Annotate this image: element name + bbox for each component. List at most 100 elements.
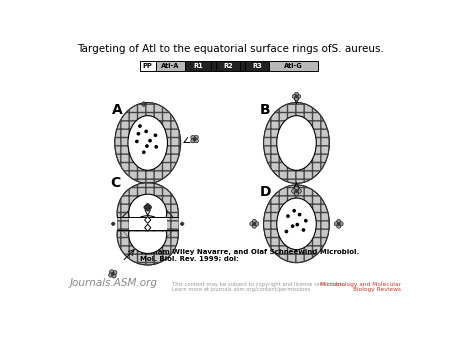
Circle shape <box>298 213 301 216</box>
Circle shape <box>194 135 198 140</box>
Ellipse shape <box>264 102 329 184</box>
Circle shape <box>305 220 307 222</box>
Circle shape <box>293 210 295 212</box>
Circle shape <box>136 140 138 143</box>
Circle shape <box>182 223 184 225</box>
Text: Microbiology and Molecular
Biology Reviews: Microbiology and Molecular Biology Revie… <box>320 282 401 292</box>
Bar <box>216 61 240 71</box>
Text: Atl-G: Atl-G <box>284 63 303 69</box>
Circle shape <box>292 225 294 227</box>
Bar <box>140 61 156 71</box>
Circle shape <box>112 273 114 275</box>
Circle shape <box>252 219 256 224</box>
Circle shape <box>252 224 256 228</box>
Circle shape <box>295 190 298 192</box>
Circle shape <box>146 208 149 211</box>
Text: Rings: Rings <box>284 144 309 153</box>
Bar <box>240 61 245 71</box>
Circle shape <box>295 95 297 98</box>
Text: R1: R1 <box>193 63 203 69</box>
Circle shape <box>250 222 254 226</box>
Bar <box>156 61 184 71</box>
Circle shape <box>139 125 141 127</box>
Circle shape <box>149 140 151 142</box>
Circle shape <box>154 134 157 137</box>
Text: C: C <box>111 176 121 191</box>
Ellipse shape <box>277 198 316 250</box>
Text: Atl-A: Atl-A <box>161 63 179 69</box>
Circle shape <box>145 130 147 132</box>
Text: Journals.ASM.org: Journals.ASM.org <box>70 278 158 288</box>
Circle shape <box>111 223 113 225</box>
Text: D: D <box>259 185 271 199</box>
Circle shape <box>292 189 296 193</box>
Circle shape <box>296 223 298 226</box>
Circle shape <box>109 270 114 274</box>
Circle shape <box>155 146 158 148</box>
Text: William Wiley Navarre, and Olaf Schneewind Microbiol.
Mol. Biol. Rev. 1999; doi:: William Wiley Navarre, and Olaf Schneewi… <box>140 249 359 262</box>
Bar <box>184 61 211 71</box>
Text: This content may be subject to copyright and license restrictions.
Learn more at: This content may be subject to copyright… <box>172 282 346 292</box>
Circle shape <box>146 145 148 147</box>
Circle shape <box>285 231 288 233</box>
Text: PP: PP <box>143 63 153 69</box>
Circle shape <box>339 222 343 226</box>
Circle shape <box>147 206 149 208</box>
Ellipse shape <box>277 116 316 170</box>
Ellipse shape <box>117 204 178 265</box>
Circle shape <box>334 222 338 226</box>
Bar <box>117 217 178 231</box>
Circle shape <box>143 104 145 106</box>
Circle shape <box>294 97 298 101</box>
Circle shape <box>191 135 195 140</box>
Ellipse shape <box>115 102 180 184</box>
Ellipse shape <box>129 194 166 232</box>
Circle shape <box>144 206 148 209</box>
Ellipse shape <box>264 185 329 263</box>
Circle shape <box>337 224 341 228</box>
Circle shape <box>144 103 146 105</box>
Circle shape <box>338 223 340 225</box>
Circle shape <box>292 94 296 98</box>
Circle shape <box>148 206 152 209</box>
Circle shape <box>294 186 299 191</box>
Circle shape <box>141 103 144 105</box>
Circle shape <box>294 92 298 96</box>
Circle shape <box>255 222 259 226</box>
Polygon shape <box>144 224 151 231</box>
Circle shape <box>113 223 115 225</box>
Circle shape <box>112 222 114 224</box>
Text: R3: R3 <box>252 63 262 69</box>
Circle shape <box>337 219 341 224</box>
Text: Targeting of Atl to the equatorial surface rings ofS. aureus.: Targeting of Atl to the equatorial surfa… <box>77 44 384 54</box>
Ellipse shape <box>128 116 167 170</box>
Circle shape <box>194 139 198 143</box>
Circle shape <box>108 273 113 277</box>
Circle shape <box>112 224 114 226</box>
Bar <box>211 61 216 71</box>
Circle shape <box>302 229 305 231</box>
Text: FtsZ: FtsZ <box>287 133 306 142</box>
Text: R2: R2 <box>223 63 233 69</box>
Ellipse shape <box>129 216 166 254</box>
Circle shape <box>143 102 145 104</box>
Bar <box>129 217 166 231</box>
Circle shape <box>146 203 149 207</box>
Circle shape <box>182 223 183 224</box>
Circle shape <box>253 223 256 225</box>
Circle shape <box>180 223 182 225</box>
Text: A: A <box>112 103 123 117</box>
Circle shape <box>287 215 289 217</box>
Bar <box>117 217 178 231</box>
Text: B: B <box>259 103 270 117</box>
Polygon shape <box>144 217 151 223</box>
Circle shape <box>112 274 116 278</box>
Circle shape <box>113 271 117 275</box>
Circle shape <box>137 132 140 135</box>
Circle shape <box>143 103 144 105</box>
Bar <box>269 61 318 71</box>
Circle shape <box>194 138 196 140</box>
Ellipse shape <box>117 183 178 243</box>
Circle shape <box>297 94 301 98</box>
Circle shape <box>143 151 145 153</box>
